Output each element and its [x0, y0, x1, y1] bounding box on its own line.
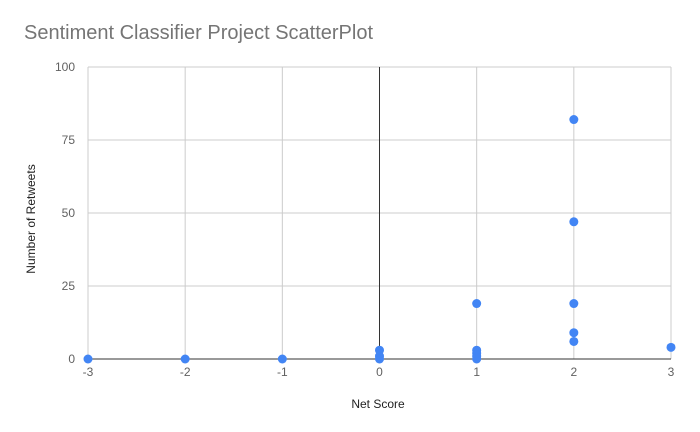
scatter-point[interactable]: [180, 354, 190, 364]
scatter-point[interactable]: [569, 115, 579, 125]
y-tick-label: 50: [62, 206, 76, 220]
chart-title: Sentiment Classifier Project ScatterPlot: [24, 22, 374, 44]
x-tick-label: 1: [473, 365, 480, 379]
x-tick-label: -2: [180, 365, 191, 379]
y-tick-label: 75: [62, 133, 76, 147]
data-points[interactable]: [83, 115, 676, 364]
x-axis-title: Net Score: [351, 397, 405, 411]
scatter-point[interactable]: [666, 342, 676, 352]
tick-labels: 0 25 50 75 100 -3 -2 -1 0 1 2 3: [55, 60, 675, 379]
x-tick-label: 2: [570, 365, 577, 379]
y-tick-label: 0: [68, 352, 75, 366]
x-tick-label: -3: [83, 365, 94, 379]
scatter-point[interactable]: [569, 328, 579, 338]
y-tick-label: 100: [55, 60, 75, 74]
scatter-point[interactable]: [277, 354, 287, 364]
x-tick-label: 3: [668, 365, 675, 379]
y-tick-label: 25: [62, 279, 76, 293]
x-tick-label: -1: [277, 365, 288, 379]
scatter-point[interactable]: [472, 299, 482, 309]
scatter-point[interactable]: [83, 354, 93, 364]
scatter-point[interactable]: [569, 299, 579, 309]
x-tick-label: 0: [376, 365, 383, 379]
scatter-point[interactable]: [472, 345, 482, 355]
scatter-point[interactable]: [569, 217, 579, 227]
scatter-point[interactable]: [569, 336, 579, 346]
scatter-point[interactable]: [375, 345, 384, 355]
y-axis-title: Number of Retweets: [24, 164, 38, 273]
